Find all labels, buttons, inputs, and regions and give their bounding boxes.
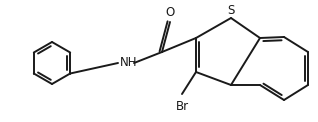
Text: O: O xyxy=(165,6,175,19)
Text: S: S xyxy=(227,4,235,17)
Text: NH: NH xyxy=(120,56,137,70)
Text: Br: Br xyxy=(176,100,189,113)
